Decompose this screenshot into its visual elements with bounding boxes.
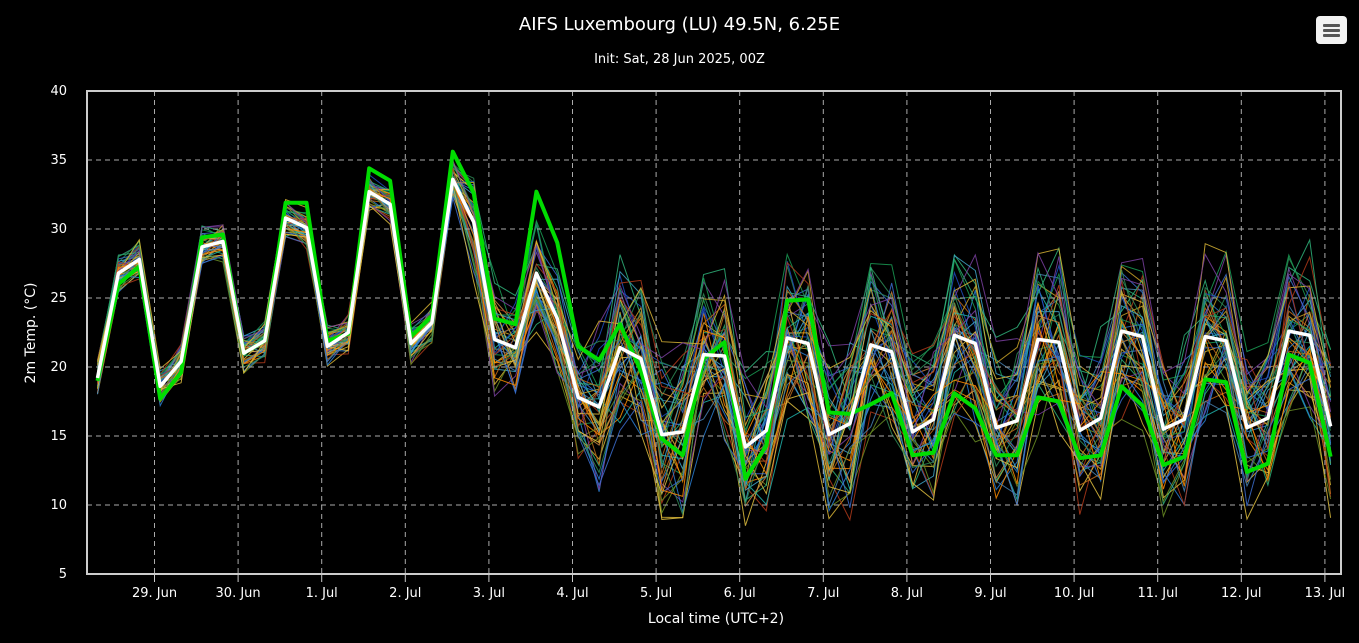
series-lines [95, 149, 1333, 481]
x-tick-label: 1. Jul [306, 586, 338, 601]
axes: 5 10 15 20 25 30 35 40 29. Jun 30. Jun 1. Jul 2. Ju… [50, 84, 1345, 601]
ensemble-member-line [97, 179, 1332, 497]
x-tick-label: 3. Jul [473, 586, 505, 601]
x-tick-label: 7. Jul [807, 586, 839, 601]
x-tick-label: 12. Jul [1221, 586, 1262, 601]
ensemble-member-line [97, 185, 1332, 500]
plot-frame [86, 90, 1342, 575]
x-axis-label: Local time (UTC+2) [648, 611, 784, 627]
chart-menu-button[interactable] [1316, 16, 1347, 44]
ensemble-member-line [97, 162, 1332, 449]
x-tick-label: 29. Jun [132, 586, 177, 601]
y-axis-label: 2m Temp. (°C) [23, 283, 39, 384]
ensemble-member-line [97, 163, 1332, 433]
ensemble-member-line [97, 192, 1331, 508]
chart-title: AIFS Luxembourg (LU) 49.5N, 6.25E [518, 14, 841, 35]
control-line [95, 149, 1333, 481]
y-tick-label: 30 [50, 222, 67, 237]
y-tick-label: 10 [50, 498, 67, 513]
chart-subtitle: Init: Sat, 28 Jun 2025, 00Z [594, 52, 765, 67]
ensemble-member-line [97, 171, 1332, 473]
x-tick-label: 9. Jul [974, 586, 1006, 601]
ensemble-member-line [97, 190, 1332, 506]
y-tick-label: 40 [50, 84, 67, 99]
x-tick-label: 30. Jun [216, 586, 261, 601]
ensemble-member-line [97, 166, 1332, 442]
x-tick-label: 8. Jul [891, 586, 923, 601]
ensemble-mean-line [95, 177, 1333, 449]
y-tick-label: 15 [50, 429, 67, 444]
x-tick-label: 11. Jul [1137, 586, 1178, 601]
y-tick-label: 25 [50, 291, 67, 306]
x-tick-label: 13. Jul [1305, 586, 1346, 601]
grid [87, 91, 1341, 574]
y-tick-label: 5 [59, 567, 67, 582]
ensemble-member-line [97, 182, 1332, 515]
y-tick-label: 20 [50, 360, 67, 375]
x-tick-label: 6. Jul [724, 586, 756, 601]
x-tick-label: 4. Jul [556, 586, 588, 601]
ensemble-member-line [97, 158, 1332, 438]
ensemble-member-line [97, 183, 1332, 521]
x-tick-label: 2. Jul [389, 586, 421, 601]
ensemble-member-line [97, 181, 1332, 492]
ensemble-member-line [97, 181, 1332, 442]
x-tick-label: 10. Jul [1054, 586, 1095, 601]
x-tick-label: 5. Jul [640, 586, 672, 601]
y-tick-label: 35 [50, 153, 67, 168]
ensemble-member-line [97, 167, 1332, 478]
